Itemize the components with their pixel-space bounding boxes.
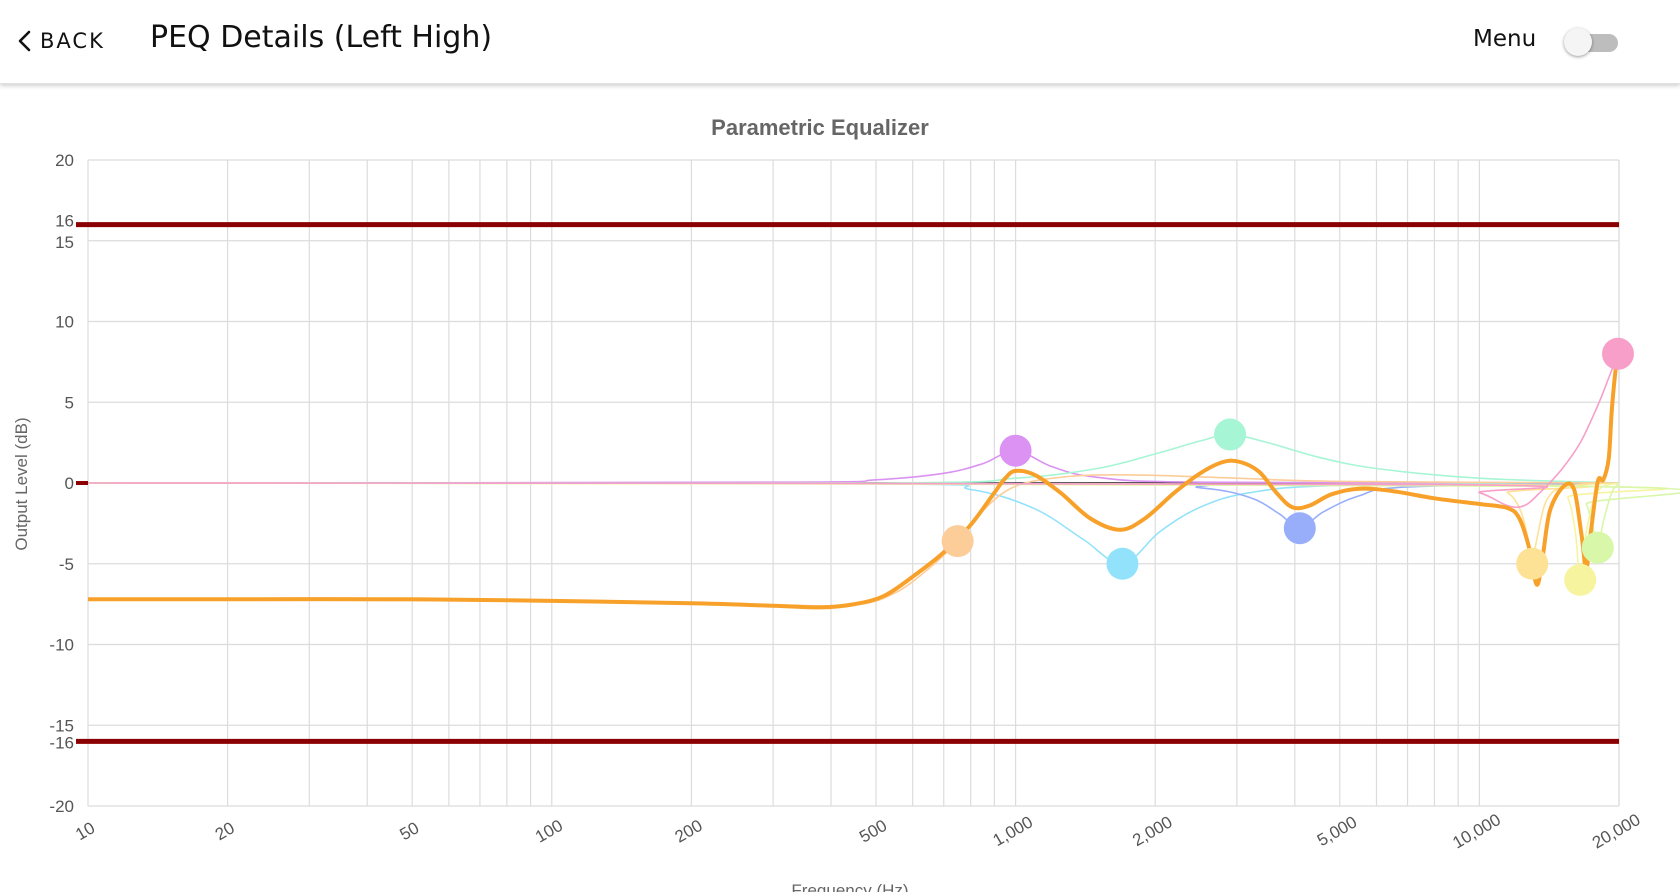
filter-handle[interactable] [999,434,1032,467]
filter-curve [87,474,1620,607]
x-tick-label: 20,000 [1589,810,1644,852]
filter-handle[interactable] [1283,512,1316,545]
x-tick-label: 200 [672,816,706,847]
back-label: BACK [40,29,105,53]
filter-curve [87,433,1620,485]
y-tick-label: 20 [55,151,74,170]
y-tick-label: 0 [65,474,74,493]
page-title: PEQ Details (Left High) [150,20,493,55]
y-tick-label: 15 [55,233,74,252]
y-tick-label: -16 [49,733,74,752]
filter-handles [941,337,1634,596]
y-axis-label: Output Level (dB) [12,417,31,550]
response-curve-layer [88,353,1621,610]
filter-curves [87,353,1680,607]
chevron-left-icon [18,30,31,52]
y-tick-label: -20 [49,797,74,816]
filter-handle[interactable] [1214,418,1247,451]
menu-label: Menu [1473,26,1537,52]
filter-handle[interactable] [1564,563,1597,596]
x-tick-label: 500 [856,816,890,847]
y-tick-label: -5 [59,555,74,574]
filter-handle[interactable] [941,525,974,558]
filter-handle[interactable] [1516,547,1549,580]
response-curve [88,353,1621,610]
back-button[interactable]: BACK [16,24,105,58]
filter-curve [87,449,1620,484]
filter-curve [87,482,1620,565]
limit-lines [76,222,1619,744]
y-tick-label: -15 [49,716,74,735]
app-header: BACK PEQ Details (Left High) Menu [0,0,1680,84]
filter-handle[interactable] [1581,531,1614,564]
filter-handle[interactable] [1601,337,1634,370]
filter-curve [87,353,1619,509]
filter-handle[interactable] [1106,547,1139,580]
x-tick-label: 50 [396,818,422,844]
x-tick-label: 100 [532,816,566,847]
y-tick-label: 10 [55,313,74,332]
x-tick-label: 1,000 [990,812,1036,850]
y-tick-label: 16 [55,212,74,231]
y-tick-label: -10 [49,636,74,655]
menu-toggle[interactable] [1564,26,1620,56]
x-tick-label: 10 [72,818,98,844]
chart-title: Parametric Equalizer [711,115,929,140]
toggle-knob [1564,28,1592,56]
x-tick-label: 10,000 [1449,810,1504,852]
x-tick-label: 20 [212,818,238,844]
filter-curve [87,482,1680,549]
x-tick-label: 5,000 [1314,812,1360,850]
filter-curve [87,482,1620,565]
x-axis-label: Frequency (Hz) [791,881,908,892]
y-tick-label: 5 [65,393,74,412]
x-tick-label: 2,000 [1129,812,1175,850]
